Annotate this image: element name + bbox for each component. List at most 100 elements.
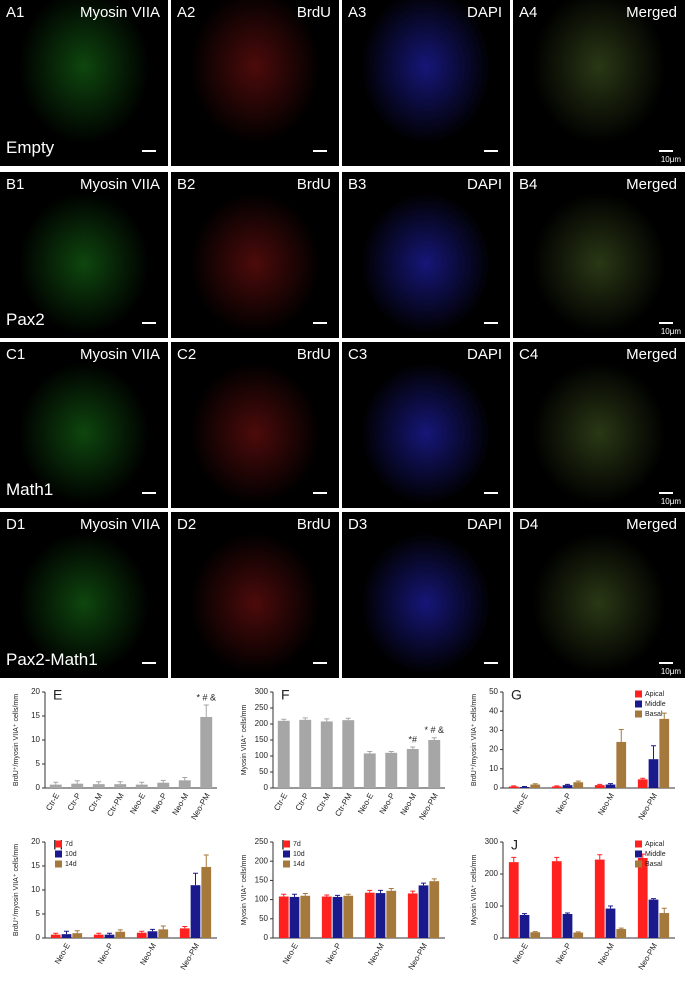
error-bar bbox=[64, 930, 69, 935]
scale-bar bbox=[484, 322, 498, 324]
bar bbox=[429, 881, 440, 938]
error-bar bbox=[388, 887, 394, 891]
error-bar bbox=[511, 856, 517, 863]
legend-label: 14d bbox=[293, 861, 305, 868]
micrograph: A2 BrdU bbox=[171, 0, 339, 166]
y-tick-label: 150 bbox=[255, 876, 269, 885]
bar bbox=[343, 895, 354, 938]
channel-label: Myosin VIIA bbox=[79, 516, 160, 533]
y-tick-label: 10 bbox=[31, 885, 40, 894]
bar bbox=[385, 752, 398, 788]
error-bar bbox=[367, 751, 373, 754]
row-name: Pax2 bbox=[6, 310, 45, 329]
y-axis-label: Myosin VIIA⁺ cells/mm bbox=[241, 855, 248, 926]
micrograph: C1 Myosin VIIA Math1 bbox=[0, 342, 168, 508]
bar bbox=[200, 716, 213, 788]
x-tick-label: Neo-E bbox=[511, 792, 530, 816]
bar bbox=[114, 784, 127, 788]
legend-label: 14d bbox=[65, 861, 77, 868]
error-bar bbox=[302, 892, 308, 896]
x-tick-label: Neo-E bbox=[53, 942, 72, 966]
bar bbox=[179, 928, 190, 938]
bar bbox=[562, 785, 573, 788]
bar bbox=[530, 784, 541, 788]
error-bar bbox=[410, 890, 416, 894]
error-bar bbox=[203, 854, 209, 867]
panel-id: B3 bbox=[348, 176, 367, 193]
scale-bar bbox=[484, 662, 498, 664]
x-tick-label: Neo-M bbox=[171, 791, 191, 817]
x-tick-label: Neo-P bbox=[554, 942, 573, 966]
bar bbox=[386, 890, 397, 938]
error-bar bbox=[281, 718, 287, 721]
x-tick-label: Neo-PM bbox=[637, 791, 660, 821]
x-tick-label: Neo-M bbox=[399, 791, 419, 817]
micrograph: C3 DAPI bbox=[342, 342, 510, 508]
bar bbox=[93, 934, 104, 938]
error-bar bbox=[139, 930, 145, 933]
y-tick-label: 20 bbox=[489, 745, 498, 754]
bar bbox=[320, 721, 333, 788]
x-tick-label: Ctr-P bbox=[66, 792, 83, 813]
y-tick-label: 50 bbox=[489, 687, 498, 696]
panel-letter: I bbox=[281, 837, 285, 853]
scale-bar bbox=[142, 492, 156, 494]
error-bar bbox=[74, 780, 80, 784]
y-tick-label: 200 bbox=[255, 856, 269, 865]
error-bar bbox=[160, 925, 166, 930]
y-tick-label: 10 bbox=[31, 735, 40, 744]
panel-letter: J bbox=[511, 837, 518, 853]
scale-bar bbox=[313, 662, 327, 664]
error-bar bbox=[651, 745, 656, 760]
row-name: Empty bbox=[6, 138, 55, 157]
scale-bar bbox=[142, 322, 156, 324]
x-tick-label: Ctr-M bbox=[315, 791, 333, 813]
panel-letter: E bbox=[53, 687, 62, 703]
bar bbox=[278, 896, 289, 938]
scale-bar-label: 10μm bbox=[660, 327, 681, 336]
channel-label: DAPI bbox=[466, 176, 502, 193]
scale-bar bbox=[659, 150, 673, 152]
error-bar bbox=[410, 746, 416, 749]
y-tick-label: 150 bbox=[255, 735, 269, 744]
panel-id: C3 bbox=[348, 346, 368, 363]
bar bbox=[519, 787, 530, 788]
channel-label: Merged bbox=[626, 346, 677, 363]
bar bbox=[659, 913, 670, 938]
bar bbox=[300, 895, 311, 938]
error-bar bbox=[53, 932, 59, 935]
legend-swatch bbox=[635, 710, 642, 718]
bar bbox=[508, 786, 519, 788]
micrograph: D3 DAPI bbox=[342, 512, 510, 678]
bar bbox=[406, 748, 419, 788]
legend-label: Apical bbox=[645, 691, 665, 698]
panel-id: A4 bbox=[519, 4, 538, 21]
error-bar bbox=[431, 878, 437, 882]
scale-bar bbox=[142, 662, 156, 664]
micrograph: B2 BrdU bbox=[171, 172, 339, 338]
bar bbox=[190, 885, 201, 938]
legend-label: 10d bbox=[65, 851, 77, 858]
panel-id: B1 bbox=[6, 176, 25, 193]
error-bar bbox=[378, 889, 383, 894]
error-bar bbox=[661, 712, 667, 719]
y-tick-label: 300 bbox=[255, 687, 269, 696]
y-tick-label: 200 bbox=[255, 719, 269, 728]
x-tick-label: Neo-P bbox=[324, 942, 343, 966]
x-tick-label: Neo-P bbox=[150, 792, 169, 816]
x-tick-label: Neo-PM bbox=[189, 791, 212, 821]
panel-id: A1 bbox=[6, 4, 25, 21]
y-tick-label: 100 bbox=[485, 901, 499, 910]
error-bar bbox=[117, 929, 123, 932]
error-bar bbox=[522, 785, 527, 788]
scale-bar-label: 10μm bbox=[660, 155, 681, 164]
error-bar bbox=[597, 854, 603, 860]
error-bar bbox=[345, 893, 351, 896]
legend-label: Basal bbox=[645, 711, 663, 718]
row-name: Math1 bbox=[6, 480, 54, 499]
bar bbox=[72, 933, 83, 938]
channel-label: DAPI bbox=[466, 346, 502, 363]
bar bbox=[594, 859, 605, 938]
x-tick-label: Neo-E bbox=[128, 792, 147, 816]
error-bar bbox=[193, 872, 198, 886]
